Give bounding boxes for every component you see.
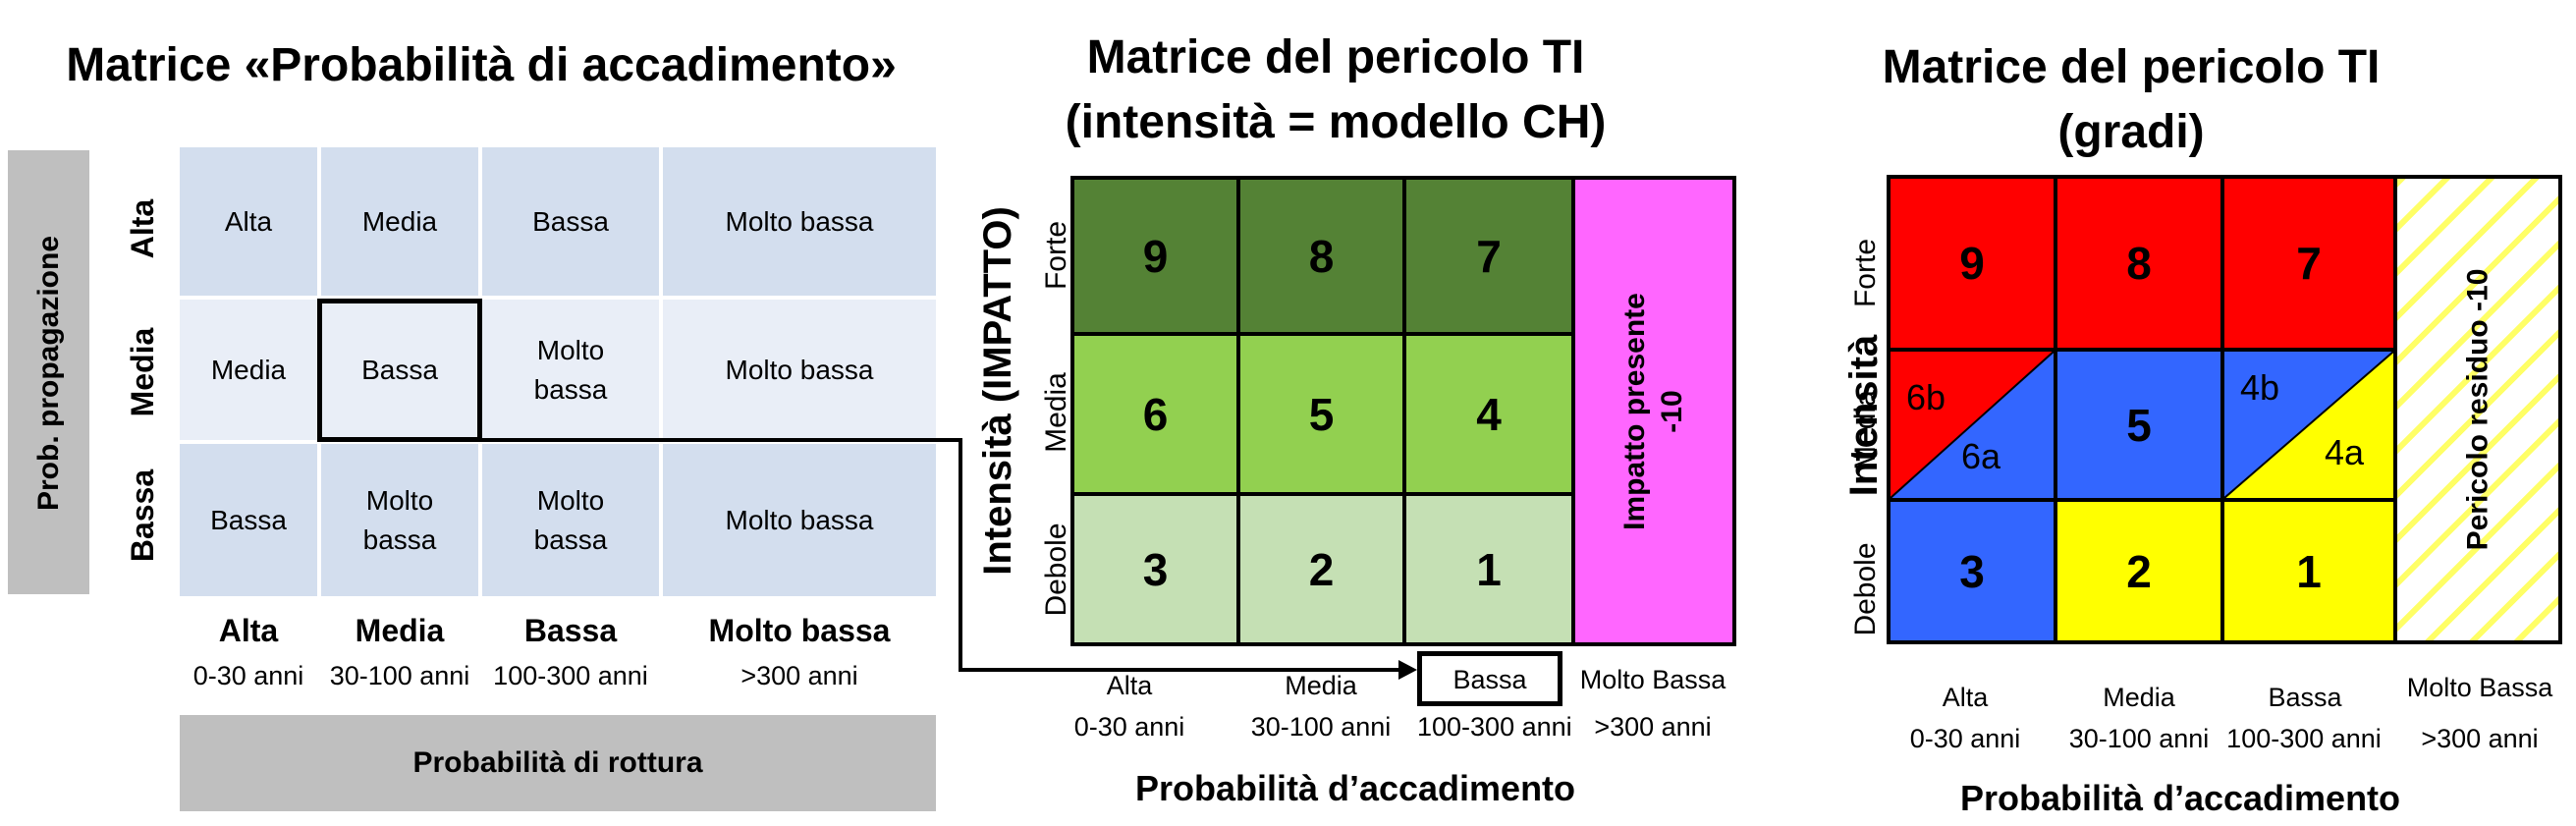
- matrix2-title-line2: (intensità = modello CH): [1065, 96, 1607, 148]
- matrix3-cell-split-4: 4b 4a: [2220, 348, 2397, 502]
- matrix1-cell: Bassa: [180, 444, 317, 596]
- matrix2-cell: 2: [1236, 492, 1406, 646]
- matrix3-row-label-debole: Debole: [1849, 542, 1882, 636]
- matrix3-col-range: >300 anni: [2421, 724, 2539, 753]
- matrix1-cell: Alta: [180, 147, 317, 296]
- matrix1-col-label: Alta: [218, 613, 279, 648]
- matrix3-label-4b: 4b: [2240, 367, 2280, 408]
- matrix1-col-range: 100-300 anni: [493, 661, 648, 690]
- matrix2-impact-column: Impatto presente -10: [1571, 176, 1736, 646]
- matrix3-label-4a: 4a: [2325, 432, 2365, 472]
- matrix2-impact-label: Impatto presente: [1618, 292, 1651, 530]
- matrix3-cell-red: 9: [1887, 175, 2057, 352]
- matrix1-cell: Media: [321, 147, 478, 296]
- matrix3-col-label: Molto Bassa: [2406, 673, 2553, 702]
- matrix1-col-range: 0-30 anni: [192, 661, 304, 690]
- matrix1-cell: Bassa: [482, 147, 659, 296]
- matrix2-col-range: >300 anni: [1594, 712, 1712, 742]
- matrix1-col-range: >300 anni: [740, 661, 858, 690]
- matrix1-cell: Molto bassa: [482, 444, 659, 596]
- matrix3-residual-label: Pericolo residuo -10: [2461, 268, 2494, 551]
- matrix1-cell: Molto bassa: [482, 300, 659, 440]
- matrix1-cell: Molto bassa: [663, 147, 936, 296]
- matrix3-title-line1: Matrice del pericolo TI: [1882, 41, 2381, 93]
- matrix3-cell-blue: 3: [1887, 498, 2057, 644]
- matrix1-cell: Media: [180, 300, 317, 440]
- matrix1-cell: Molto bassa: [663, 300, 936, 440]
- matrix3-col-range: 0-30 anni: [1909, 724, 2021, 753]
- matrix3-row-label-media: Media: [1849, 390, 1882, 470]
- matrix3-cell-yellow: 2: [2054, 498, 2224, 644]
- matrix1-x-axis-band: Probabilità di rottura: [180, 715, 936, 811]
- matrix2-x-axis-label: Probabilità d’accadimento: [1134, 768, 1576, 808]
- matrix2-cell: 5: [1236, 332, 1406, 496]
- matrix2-cell: 8: [1236, 176, 1406, 336]
- matrix1-col-label: Bassa: [523, 613, 618, 648]
- matrix2-cell: 6: [1070, 332, 1240, 496]
- matrix2-y-axis-label: Intensità (IMPATTO): [975, 206, 1019, 576]
- matrix3-cell-yellow: 1: [2220, 498, 2397, 644]
- matrix3-cell-red: 8: [2054, 175, 2224, 352]
- matrix3-cell-blue: 5: [2054, 348, 2224, 502]
- matrix2-col-range: 30-100 anni: [1250, 712, 1392, 742]
- matrix3-residual-column: Pericolo residuo -10: [2393, 175, 2562, 644]
- matrix2-col-range: 0-30 anni: [1073, 712, 1185, 742]
- matrix3-col-label: Alta: [1942, 683, 1989, 712]
- matrix3-col-label: Media: [2103, 683, 2175, 712]
- matrix2-col-label: Media: [1285, 671, 1357, 700]
- matrix3-col-range: 100-300 anni: [2226, 724, 2382, 753]
- matrix2-col-highlight: [1417, 651, 1562, 706]
- matrix2-cell: 1: [1402, 492, 1575, 646]
- matrix2-col-label: Alta: [1106, 671, 1153, 700]
- matrix2-col-label: Bassa: [1452, 665, 1527, 694]
- matrix2-cell: 7: [1402, 176, 1575, 336]
- matrix2-col-range: 100-300 anni: [1417, 712, 1572, 742]
- matrix3-label-6b: 6b: [1906, 377, 1946, 417]
- matrix1-title: Matrice «Probabilità di accadimento»: [66, 39, 897, 91]
- matrix3-x-axis-label: Probabilità d’accadimento: [1959, 778, 2401, 818]
- matrix2-cell: 9: [1070, 176, 1240, 336]
- matrix1-cell: Molto bassa: [663, 444, 936, 596]
- matrix2-cell: 4: [1402, 332, 1575, 496]
- matrix3-triangle-6b: [1891, 352, 2054, 498]
- matrix2-col-label: Molto Bassa: [1579, 665, 1726, 694]
- matrix3-cell-split-6: 6b 6a: [1887, 348, 2057, 502]
- matrix1-y-axis-band: [8, 150, 89, 594]
- matrix2-cell: 3: [1070, 492, 1240, 646]
- matrix3-col-range: 30-100 anni: [2068, 724, 2210, 753]
- matrix2-impact-value: -10: [1656, 389, 1688, 433]
- matrix1-cell: Molto bassa: [321, 444, 478, 596]
- matrix2-title-line1: Matrice del pericolo TI: [1086, 31, 1585, 83]
- matrix3-col-label: Bassa: [2268, 683, 2342, 712]
- matrix1-col-range: 30-100 anni: [329, 661, 470, 690]
- matrix1-col-label: Molto bassa: [708, 613, 891, 648]
- matrix1-cell-highlighted: Bassa: [317, 299, 482, 442]
- matrix3-cell-red: 7: [2220, 175, 2397, 352]
- matrix3-label-6a: 6a: [1961, 436, 2001, 476]
- matrix3-row-label-forte: Forte: [1849, 238, 1882, 308]
- matrix3-title-line2: (gradi): [2057, 106, 2205, 158]
- matrix1-col-label: Media: [355, 613, 445, 648]
- matrix3-triangle-4a: [2224, 352, 2393, 498]
